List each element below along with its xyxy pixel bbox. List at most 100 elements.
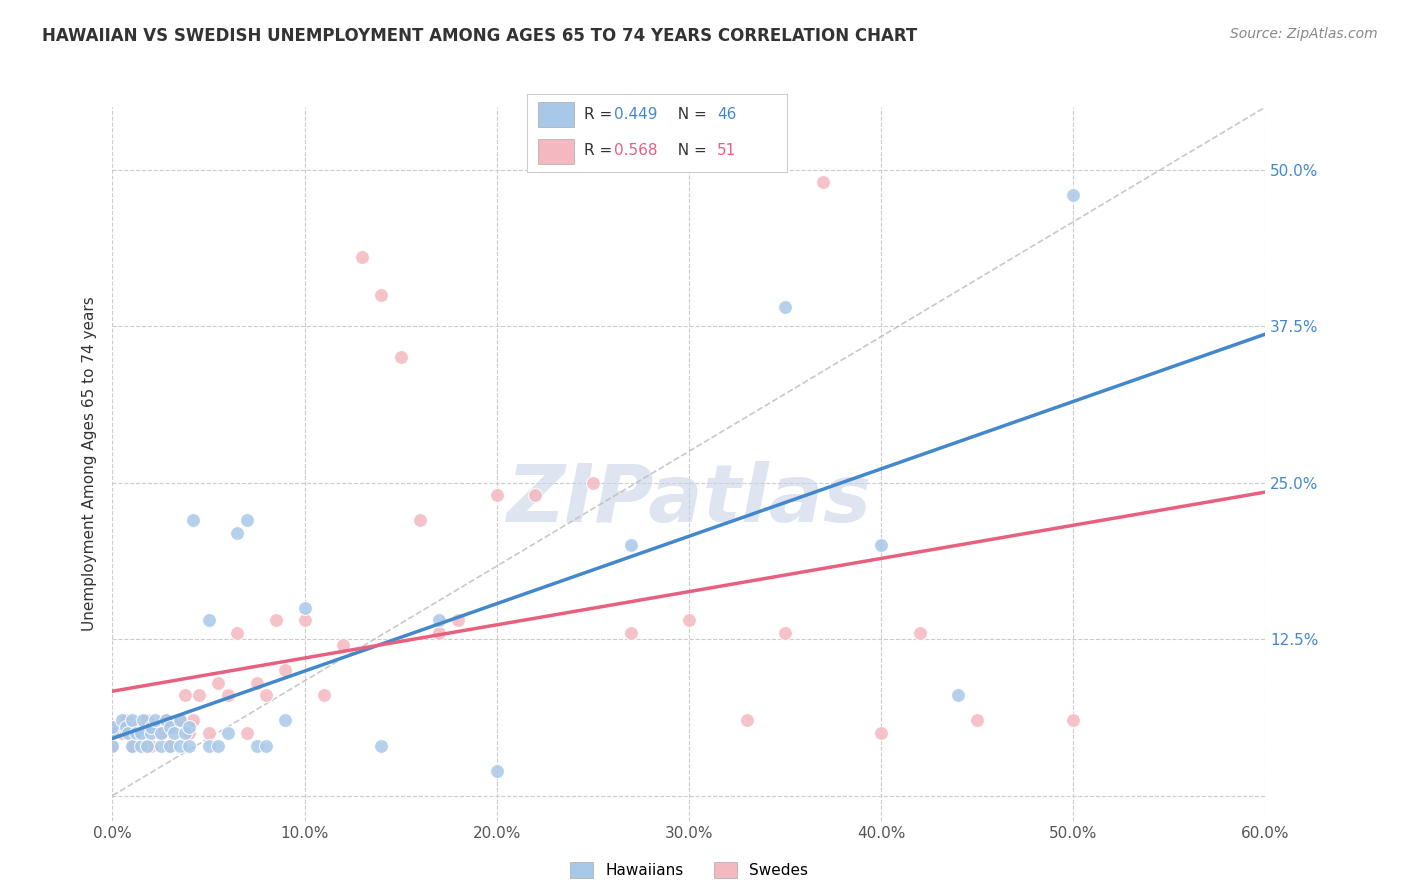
Point [101, 726, 124, 740]
Point [187, 689, 211, 703]
Point [207, 739, 229, 753]
Point [101, 739, 124, 753]
Point [620, 625, 643, 640]
Point [101, 720, 124, 734]
Point [582, 475, 605, 490]
Point [163, 720, 186, 734]
Point [174, 689, 197, 703]
Point [136, 739, 159, 753]
Point [236, 513, 259, 527]
Point [197, 726, 219, 740]
Point [115, 720, 138, 734]
Point [294, 600, 316, 615]
Point [101, 726, 124, 740]
Point [773, 301, 796, 315]
Point [870, 538, 893, 552]
Point [197, 613, 219, 627]
Point [352, 250, 374, 264]
Point [139, 720, 162, 734]
Text: 46: 46 [717, 107, 737, 122]
Point [155, 714, 177, 728]
Point [620, 538, 643, 552]
Point [132, 714, 155, 728]
Text: 51: 51 [717, 144, 737, 159]
Point [121, 714, 143, 728]
Point [179, 720, 201, 734]
Point [389, 351, 412, 365]
Point [181, 714, 204, 728]
Point [1062, 187, 1084, 202]
Point [735, 714, 758, 728]
Point [179, 726, 201, 740]
Point [264, 613, 287, 627]
Point [129, 739, 153, 753]
Point [149, 739, 172, 753]
Point [217, 689, 239, 703]
Point [447, 613, 470, 627]
Point [121, 739, 143, 753]
Point [524, 488, 547, 502]
Point [159, 720, 181, 734]
Point [169, 739, 191, 753]
Point [149, 726, 172, 740]
Text: R =: R = [585, 107, 617, 122]
Text: N =: N = [668, 144, 711, 159]
Point [163, 726, 186, 740]
Point [226, 625, 249, 640]
Point [136, 714, 159, 728]
Text: ZIPatlas: ZIPatlas [506, 460, 872, 539]
Point [254, 689, 277, 703]
Point [143, 720, 166, 734]
Text: R =: R = [585, 144, 617, 159]
Point [370, 288, 392, 302]
Point [124, 726, 146, 740]
Point [179, 739, 201, 753]
Point [908, 625, 931, 640]
Point [117, 726, 139, 740]
Point [813, 175, 835, 189]
Point [149, 726, 172, 740]
Point [139, 726, 162, 740]
Point [274, 664, 297, 678]
Text: 0.449: 0.449 [614, 107, 658, 122]
Point [485, 488, 508, 502]
Point [245, 676, 267, 690]
Point [139, 739, 162, 753]
Y-axis label: Unemployment Among Ages 65 to 74 years: Unemployment Among Ages 65 to 74 years [82, 296, 97, 632]
Legend: Hawaiians, Swedes: Hawaiians, Swedes [564, 856, 814, 884]
Point [966, 714, 988, 728]
Point [101, 739, 124, 753]
Point [143, 714, 166, 728]
Point [870, 726, 893, 740]
Point [129, 726, 153, 740]
Point [427, 613, 450, 627]
Point [226, 525, 249, 540]
Point [332, 639, 354, 653]
Point [1062, 714, 1084, 728]
Point [111, 726, 134, 740]
Point [169, 714, 191, 728]
Point [312, 689, 335, 703]
Point [254, 739, 277, 753]
Point [485, 764, 508, 778]
Point [370, 739, 392, 753]
Point [124, 720, 146, 734]
Text: HAWAIIAN VS SWEDISH UNEMPLOYMENT AMONG AGES 65 TO 74 YEARS CORRELATION CHART: HAWAIIAN VS SWEDISH UNEMPLOYMENT AMONG A… [42, 27, 918, 45]
Point [274, 714, 297, 728]
Point [207, 676, 229, 690]
Text: Source: ZipAtlas.com: Source: ZipAtlas.com [1230, 27, 1378, 41]
Point [159, 739, 181, 753]
Point [427, 625, 450, 640]
Point [111, 714, 134, 728]
Text: 0.568: 0.568 [614, 144, 658, 159]
Point [174, 726, 197, 740]
Point [121, 739, 143, 753]
Point [155, 714, 177, 728]
Point [181, 513, 204, 527]
Point [101, 720, 124, 734]
Point [129, 726, 153, 740]
Point [197, 739, 219, 753]
Text: N =: N = [668, 107, 711, 122]
Point [217, 726, 239, 740]
Point [294, 613, 316, 627]
